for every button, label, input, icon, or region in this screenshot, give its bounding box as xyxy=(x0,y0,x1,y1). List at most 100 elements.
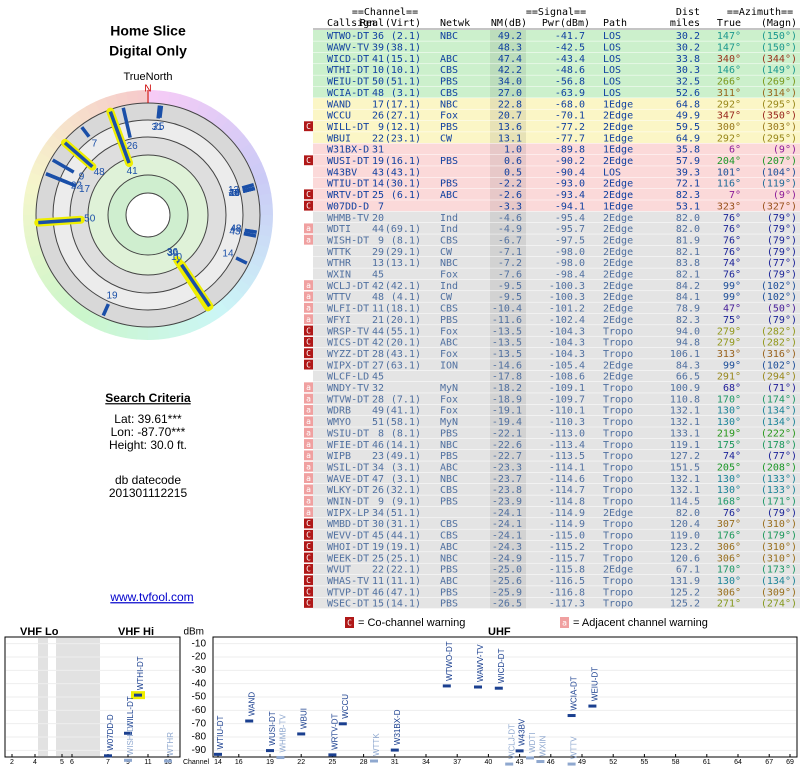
cell: -114.1 xyxy=(549,462,585,473)
cell: CBS xyxy=(440,88,458,99)
cell: 2Edge xyxy=(603,304,633,315)
cell: (149°) xyxy=(761,65,797,76)
signal-mark xyxy=(474,685,482,689)
cell: -42.5 xyxy=(555,43,585,54)
cell: 76° xyxy=(723,247,741,258)
cell: 43 xyxy=(372,167,384,178)
cell: Ind xyxy=(440,281,458,292)
row-bg xyxy=(313,370,800,382)
cell: -4.9 xyxy=(498,224,522,235)
cell: MyN xyxy=(440,417,458,428)
cell: 2Edge xyxy=(603,508,633,519)
cell: WHMB-TV xyxy=(327,213,369,224)
cell: -17.8 xyxy=(492,372,522,383)
cell: 74° xyxy=(723,451,741,462)
row-bg xyxy=(313,495,800,507)
x-tick-label: 55 xyxy=(641,759,649,766)
cell: 99° xyxy=(723,281,741,292)
row-bg xyxy=(313,540,800,552)
warning-mark: a xyxy=(306,383,311,392)
cell: 13.1 xyxy=(498,133,522,144)
signal-label: WCCU xyxy=(341,694,350,719)
cell: -77.7 xyxy=(555,133,585,144)
cell: -109.7 xyxy=(549,394,585,405)
compass-ring xyxy=(195,101,212,119)
polar-plot: N363941105048172692231194314257204492913… xyxy=(23,84,274,340)
cell: 123.2 xyxy=(670,542,700,553)
row-bg xyxy=(313,529,800,541)
cell: 131.9 xyxy=(670,576,700,587)
cell: Tropo xyxy=(603,587,633,598)
cell: -23.9 xyxy=(492,497,522,508)
compass-ring xyxy=(253,172,270,187)
nm-cell-bg xyxy=(490,166,526,178)
cell: -114.7 xyxy=(549,485,585,496)
nm-cell-bg xyxy=(490,41,526,53)
cell: -6.7 xyxy=(498,235,522,246)
warning-mark: a xyxy=(306,508,311,517)
warning-mark: C xyxy=(306,338,311,347)
cell: -90.4 xyxy=(555,167,585,178)
cell: 176° xyxy=(717,531,741,542)
cell: (79°) xyxy=(767,270,797,281)
cell: Tropo xyxy=(603,519,633,530)
warning-box xyxy=(304,405,313,415)
station-channel: 19 xyxy=(106,290,118,301)
cell: 11 xyxy=(372,576,384,587)
cell: (269°) xyxy=(761,77,797,88)
compass-ring xyxy=(51,286,69,304)
column-header: miles xyxy=(670,18,700,29)
x-tick-label: 2 xyxy=(10,759,14,766)
x-axis-label: Channel xyxy=(183,759,210,766)
search-title: Search Criteria xyxy=(105,391,191,405)
compass-ring xyxy=(219,294,237,312)
nm-cell-bg xyxy=(490,563,526,575)
warning-box xyxy=(304,382,313,393)
cell: 2Edge xyxy=(603,122,633,133)
cell: (22.1) xyxy=(385,565,421,576)
signal-label: WDTI xyxy=(528,732,537,752)
cell: 2Edge xyxy=(603,190,633,201)
signal-mark xyxy=(526,756,534,760)
compass-ring xyxy=(233,134,252,152)
cell: (25.1) xyxy=(385,553,421,564)
nm-cell-bg xyxy=(490,347,526,359)
signal-label: WRTV-DT xyxy=(331,713,340,749)
cell: ABC xyxy=(440,338,458,349)
cell: PBS xyxy=(440,77,458,88)
compass-ring xyxy=(66,300,84,318)
cell: WTVP-DT xyxy=(327,587,369,598)
site-link[interactable]: www.tvfool.com xyxy=(109,590,193,604)
station-ray xyxy=(158,105,164,118)
y-axis-label: dBm xyxy=(183,627,204,638)
signal-label: WEIU-DT xyxy=(591,667,600,701)
cell: W43BV xyxy=(327,167,357,178)
cell: -56.8 xyxy=(555,77,585,88)
cell: 47° xyxy=(723,304,741,315)
cell: (294°) xyxy=(761,372,797,383)
nm-cell-bg xyxy=(490,86,526,98)
cell: -41.7 xyxy=(555,31,585,42)
north-label: N xyxy=(144,84,151,95)
cell: 101° xyxy=(717,167,741,178)
signal-label: W43BV xyxy=(518,718,527,746)
cell: (3.1) xyxy=(391,474,421,485)
compass-ring xyxy=(258,193,273,207)
cell: 59.5 xyxy=(676,122,700,133)
column-header: Pwr(dBm) xyxy=(542,18,590,29)
cell: WEVV-DT xyxy=(327,531,369,542)
cell: WNIN-DT xyxy=(327,497,369,508)
cell: 82.0 xyxy=(676,508,700,519)
cell: WSIL-DT xyxy=(327,462,369,473)
cell: -24.1 xyxy=(492,531,522,542)
cell: Tropo xyxy=(603,553,633,564)
warning-mark: a xyxy=(306,224,311,233)
cell: 125.2 xyxy=(670,587,700,598)
cell: (51.1) xyxy=(385,77,421,88)
y-tick-label: -40 xyxy=(192,678,207,689)
cell: 26 xyxy=(372,111,384,122)
warning-box xyxy=(304,473,313,483)
cell: 45 xyxy=(372,270,384,281)
compass-ring xyxy=(105,93,120,110)
cell: 49.9 xyxy=(676,111,700,122)
